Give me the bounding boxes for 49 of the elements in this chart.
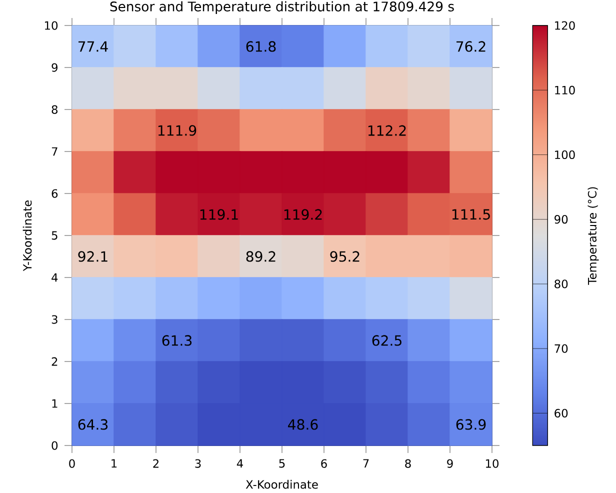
annotation: 61.8 [246,41,276,52]
color-bar-label: 90 [554,215,568,224]
annotation: 95.2 [330,251,360,262]
annotation: 48.6 [288,419,318,430]
annotation: 92.1 [78,251,108,262]
annotation: 63.9 [456,419,486,430]
x-tick-label: 10 [486,459,498,468]
y-tick-label: 8 [52,105,58,114]
x-tick-label: 6 [321,459,327,468]
annotation: 119.2 [284,209,322,220]
annotation: 89.2 [246,251,276,262]
x-tick-label: 3 [195,459,201,468]
annotation: 112.2 [368,125,406,136]
y-tick-label: 1 [52,399,58,408]
annotation: 61.3 [162,335,192,346]
y-tick-label: 7 [52,147,58,156]
annotation: 111.5 [452,209,490,220]
x-tick-label: 1 [112,459,117,468]
annotation: 77.4 [78,41,108,52]
x-tick-label: 8 [405,459,411,468]
color-bar-label: 100 [555,150,575,160]
color-bar-label: 110 [555,86,575,94]
color-bar-label: 60 [554,408,568,418]
x-tick-label: 7 [363,459,369,468]
color-bar-label: 70 [554,344,568,353]
annotation: 62.5 [372,335,402,346]
annotation: 64.3 [78,419,108,430]
y-tick-label: 6 [52,189,58,198]
x-tick-label: 0 [69,459,75,468]
y-tick-label: 4 [52,273,58,282]
x-tick-label: 4 [236,459,243,468]
y-tick-label: 3 [52,315,58,324]
y-axis-title: Y-Koordinate [22,200,32,272]
y-tick-label: 9 [52,63,58,72]
chart-title: Sensor and Temperature distribution at 17809.429 s [110,1,454,14]
y-tick-label: 10 [44,21,58,30]
color-bar-label: 120 [555,21,575,30]
x-tick-label: 2 [153,459,158,468]
annotation: 119.1 [200,209,238,220]
y-tick-label: 2 [52,357,58,366]
x-tick-label: 9 [447,459,453,468]
x-axis-title: X-Koordinate [246,480,318,489]
color-bar-title: Temperature (°C) [588,187,599,285]
annotation: 76.2 [456,41,486,52]
annotation: 111.9 [158,125,196,136]
x-tick-label: 5 [279,459,285,468]
y-tick-label: 0 [52,441,58,450]
color-bar-label: 80 [554,280,568,288]
y-tick-label: 5 [52,231,58,240]
